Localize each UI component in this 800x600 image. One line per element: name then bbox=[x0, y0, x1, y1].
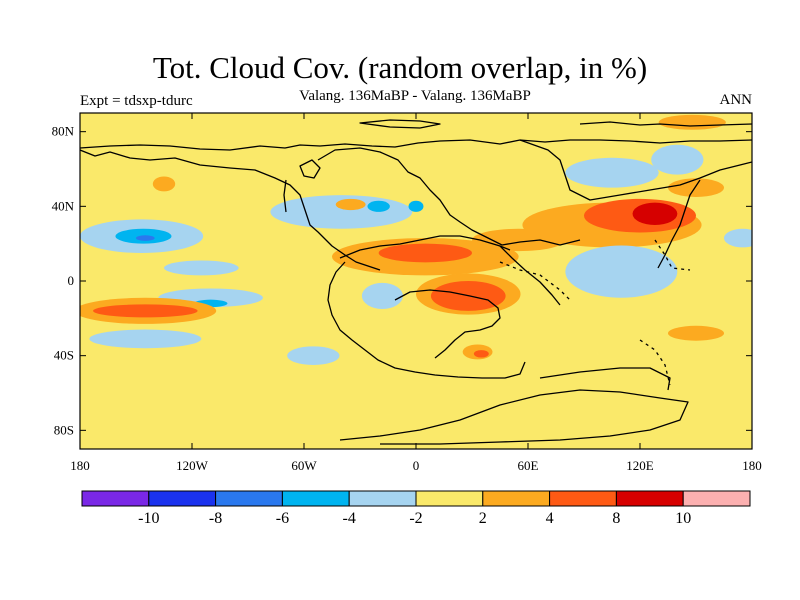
anomaly-field bbox=[472, 228, 566, 252]
coastline-australia-fragments bbox=[639, 339, 671, 386]
coastline-antarctica bbox=[339, 389, 689, 445]
colorbar-label: -10 bbox=[138, 510, 159, 527]
anomaly-field bbox=[152, 176, 176, 192]
anomaly-field bbox=[565, 157, 659, 188]
anomaly-field bbox=[287, 346, 340, 365]
coastline-arctic-north bbox=[579, 121, 752, 127]
colorbar-swatch bbox=[215, 490, 283, 507]
coastlines bbox=[80, 119, 752, 445]
anomaly-field bbox=[335, 198, 366, 211]
colorbar-swatch bbox=[81, 490, 150, 507]
y-tick-label: 40N bbox=[52, 198, 75, 213]
colorbar-label: 4 bbox=[546, 510, 554, 527]
anomaly-field bbox=[164, 260, 239, 276]
x-tick-label: 120W bbox=[176, 458, 209, 473]
coastline-arctic bbox=[80, 139, 752, 151]
x-tick-label: 60W bbox=[291, 458, 317, 473]
colorbar-label: 2 bbox=[479, 510, 487, 527]
y-tick-label: 80S bbox=[54, 422, 74, 437]
colorbar-swatch bbox=[348, 490, 417, 507]
coastline-n-america bbox=[80, 149, 381, 271]
anomaly-field bbox=[89, 329, 202, 349]
anomaly-field bbox=[668, 178, 724, 198]
colorbar-swatch bbox=[615, 490, 684, 507]
coastline-asia-east bbox=[657, 179, 701, 269]
season-label: ANN bbox=[719, 92, 753, 108]
colorbar-label: -6 bbox=[276, 510, 289, 527]
anomaly-fields bbox=[80, 114, 752, 365]
case-subtitle: Valang. 136MaBP - Valang. 136MaBP bbox=[299, 88, 531, 104]
colorbar-label: -8 bbox=[209, 510, 222, 527]
colorbar-swatch bbox=[415, 490, 484, 507]
coastline-n-atlantic bbox=[299, 159, 321, 179]
experiment-label: Expt = tdsxp-tdurc bbox=[80, 93, 193, 109]
colorbar-label: -2 bbox=[409, 510, 422, 527]
anomaly-field bbox=[378, 243, 473, 263]
anomaly-field bbox=[93, 304, 198, 318]
x-tick-label: 0 bbox=[413, 458, 420, 473]
coastline-africa-east bbox=[499, 245, 561, 306]
x-tick-label: 180 bbox=[742, 458, 762, 473]
colorbar-swatch bbox=[682, 490, 751, 507]
anomaly-field bbox=[408, 200, 424, 212]
y-tick-label: 80N bbox=[52, 124, 75, 139]
anomaly-field bbox=[136, 235, 155, 241]
y-tick-label: 0 bbox=[68, 273, 75, 288]
coastline-india-antarctica bbox=[539, 367, 671, 391]
colorbar-label: 8 bbox=[612, 510, 620, 527]
colorbar-swatch bbox=[549, 490, 617, 507]
x-tick-label: 60E bbox=[518, 458, 539, 473]
page-title: Tot. Cloud Cov. (random overlap, in %) bbox=[152, 50, 648, 85]
colorbar-label: -4 bbox=[343, 510, 356, 527]
map-axes: 180 120W 60W 0 60E 120E 180 80N 40N 0 40S 80S bbox=[52, 113, 762, 473]
coastline-atlantic-fragments bbox=[283, 179, 287, 213]
colorbar-label: 10 bbox=[675, 510, 691, 527]
y-tick-label: 40S bbox=[54, 348, 74, 363]
anomaly-field bbox=[632, 202, 678, 225]
coastline-arctic-islands bbox=[359, 119, 441, 129]
colorbar-swatch bbox=[148, 490, 217, 507]
anomaly-field bbox=[473, 350, 489, 358]
colorbar-swatch bbox=[482, 490, 551, 507]
coastline-asia bbox=[519, 139, 752, 201]
anomaly-field bbox=[658, 114, 726, 130]
coastline-n-africa bbox=[339, 235, 511, 259]
anomaly-field bbox=[668, 325, 724, 341]
coastline-pacific-fragments bbox=[654, 239, 691, 271]
x-tick-label: 180 bbox=[70, 458, 90, 473]
colorbar-swatch bbox=[281, 490, 350, 507]
anomaly-field bbox=[367, 200, 390, 212]
anomaly-field bbox=[651, 144, 704, 175]
coastline-africa bbox=[394, 289, 501, 359]
colorbar: -10 -8 -6 -4 -2 2 4 8 10 bbox=[81, 490, 751, 527]
coastline-s-america bbox=[327, 261, 526, 379]
anomaly-field bbox=[565, 245, 678, 298]
x-tick-label: 120E bbox=[626, 458, 654, 473]
coastline-europe bbox=[317, 147, 581, 246]
coastline-tethys-islands bbox=[499, 261, 571, 301]
anomaly-field bbox=[361, 282, 403, 309]
anomaly-field bbox=[724, 228, 752, 248]
